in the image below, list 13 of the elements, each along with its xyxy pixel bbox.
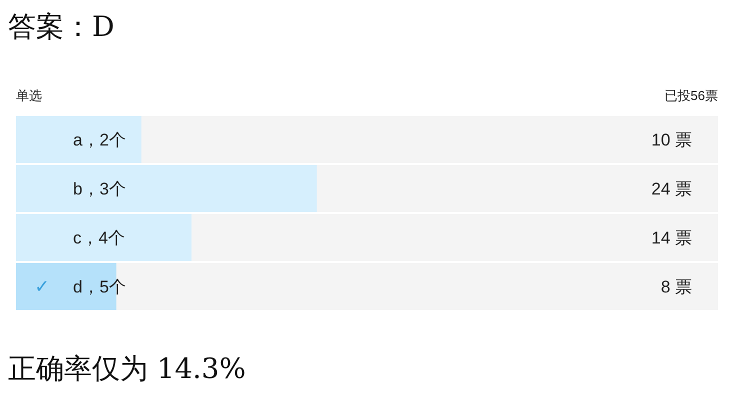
y-tick-label: d，5个 (73, 278, 126, 296)
y-tick-label: c，4个 (73, 228, 125, 248)
data-label: 8 票 (660, 278, 692, 296)
text: 单选 (16, 88, 42, 103)
data-label: 14 票 (651, 228, 692, 248)
data-label: 10 票 (651, 130, 692, 150)
y-tick-label: b，3个 (73, 180, 126, 198)
y-tick-label: a，2个 (73, 130, 126, 150)
text: 正确率仅为 14.3% (8, 352, 246, 385)
text: 已投56票 (664, 88, 718, 103)
data-label: 24 票 (651, 180, 692, 198)
chart-title: 答案：D (8, 10, 114, 43)
annotation: ✓ (34, 276, 50, 296)
